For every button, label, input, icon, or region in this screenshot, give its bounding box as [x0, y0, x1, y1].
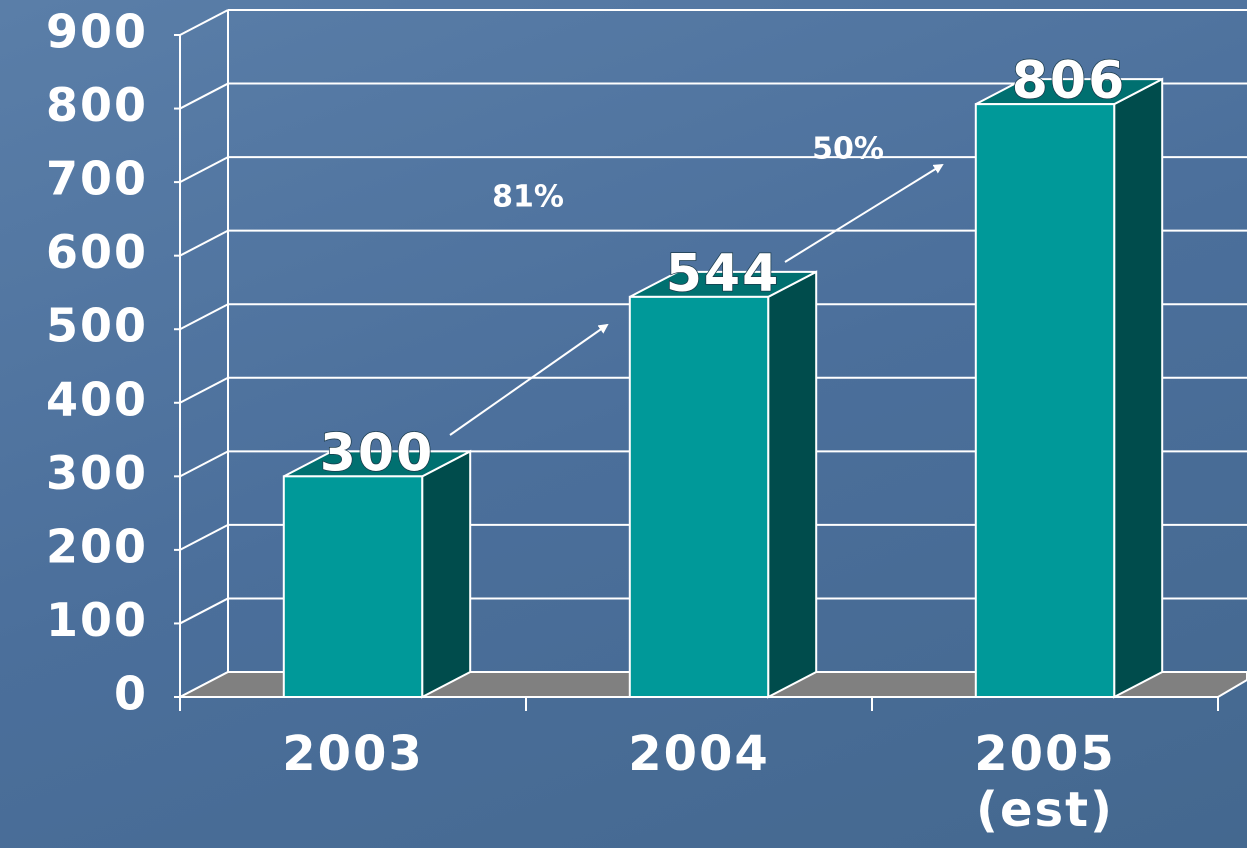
grid-line — [179, 82, 229, 110]
grid-line — [179, 597, 229, 625]
bar — [974, 103, 1116, 699]
arrow — [449, 323, 609, 436]
y-tick-label: 400 — [46, 372, 148, 426]
grid-line — [179, 376, 229, 404]
grid-line — [179, 450, 229, 478]
annotation: 81% — [492, 180, 564, 215]
y-tick-label: 0 — [114, 667, 148, 721]
y-tick-label: 600 — [46, 225, 148, 279]
grid-line — [179, 156, 229, 183]
y-tick-label: 700 — [46, 152, 148, 206]
arrow — [784, 163, 944, 263]
grid-line — [179, 303, 229, 331]
data-label: 300 — [320, 423, 435, 483]
x-tick-label: 2005 (est) — [974, 726, 1116, 838]
y-tick-label: 100 — [46, 593, 148, 647]
y-tick-label: 200 — [46, 519, 148, 573]
grid-line — [179, 229, 229, 257]
grid-line — [179, 9, 229, 36]
data-label: 544 — [666, 244, 781, 304]
annotation: 50% — [812, 132, 884, 167]
y-tick-label: 500 — [46, 299, 148, 353]
bar-side — [767, 270, 818, 699]
bars: 300 544 806 — [179, 50, 1219, 711]
y-tick-label: 800 — [46, 78, 148, 132]
bar — [628, 295, 770, 698]
y-tick-label: 300 — [46, 446, 148, 500]
bar-side — [421, 449, 472, 699]
y-tick-label: 900 — [46, 5, 148, 59]
x-tick-label: 2004 — [628, 726, 770, 782]
grid-line — [179, 524, 229, 551]
bar-side — [1113, 77, 1164, 699]
bar — [282, 475, 424, 699]
x-tick-label: 2003 — [282, 726, 424, 782]
data-label: 806 — [1012, 51, 1127, 111]
